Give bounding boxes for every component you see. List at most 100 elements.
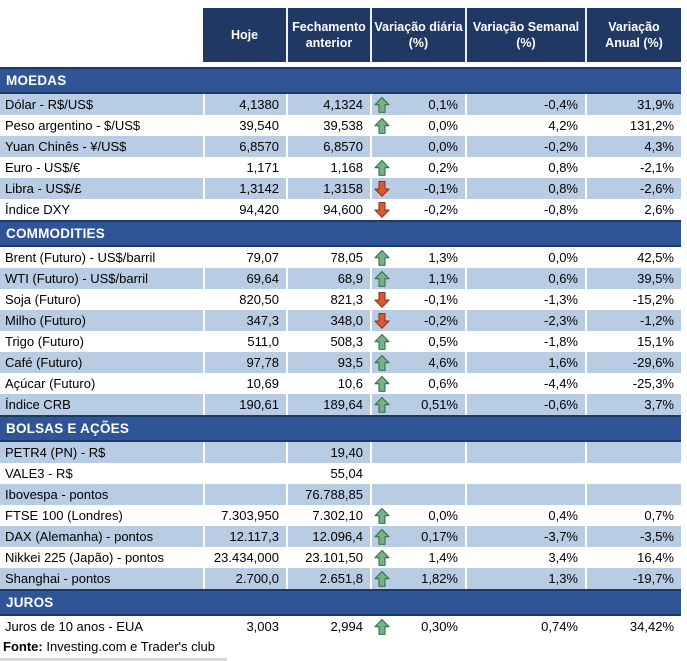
hoje-value: 1,171: [203, 157, 286, 178]
hoje-value: 511,0: [203, 331, 286, 352]
hoje-value: 3,003: [203, 616, 286, 637]
instrument-label: VALE3 - R$: [5, 466, 73, 481]
variacao-anual-value: 2,6%: [585, 199, 681, 220]
up-arrow-icon: [374, 354, 390, 371]
variacao-anual-value: -1,2%: [585, 310, 681, 331]
variacao-diaria-cell: 1,1%: [370, 268, 465, 289]
variacao-diaria-cell: -0,1%: [370, 289, 465, 310]
variacao-semanal-value: 1,6%: [465, 352, 585, 373]
variacao-diaria-cell: 0,5%: [370, 331, 465, 352]
instrument-label: FTSE 100 (Londres): [5, 508, 123, 523]
fechamento-anterior-value: 4,1324: [286, 94, 370, 115]
variacao-diaria-value: -0,2%: [424, 313, 458, 328]
column-header-hoje: Hoje: [203, 8, 286, 62]
down-arrow-icon: [374, 291, 390, 308]
section-header: COMMODITIES: [0, 220, 681, 247]
table-row: Shanghai - pontos 2.700,0 2.651,8 1,82% 1,3%…: [0, 568, 681, 589]
fechamento-anterior-value: 7.302,10: [286, 505, 370, 526]
fechamento-anterior-value: 19,40: [286, 442, 370, 463]
fechamento-anterior-value: 12.096,4: [286, 526, 370, 547]
fechamento-anterior-value: 348,0: [286, 310, 370, 331]
variacao-diaria-cell: 1,3%: [370, 247, 465, 268]
variacao-diaria-cell: 0,51%: [370, 394, 465, 415]
variacao-anual-value: -25,3%: [585, 373, 681, 394]
instrument-label: Ibovespa - pontos: [5, 487, 109, 502]
table-row: Milho (Futuro) 347,3 348,0 -0,2% -2,3% -1,2%: [0, 310, 681, 331]
column-header-fechamento-anterior: Fechamento anterior: [286, 8, 370, 62]
table-row: DAX (Alemanha) - pontos 12.117,3 12.096,4 0…: [0, 526, 681, 547]
variacao-semanal-value: -0,8%: [465, 199, 585, 220]
table-row: Açúcar (Futuro) 10,69 10,6 0,6% -4,4% -25,3%: [0, 373, 681, 394]
fechamento-anterior-value: 1,168: [286, 157, 370, 178]
table-row: WTI (Futuro) - US$/barril 69,64 68,9 1,1% 0,…: [0, 268, 681, 289]
variacao-semanal-value: -2,3%: [465, 310, 585, 331]
table-row: Peso argentino - $/US$ 39,540 39,538 0,0% 4,…: [0, 115, 681, 136]
variacao-diaria-value: 0,0%: [428, 118, 458, 133]
variacao-semanal-value: 1,3%: [465, 568, 585, 589]
variacao-diaria-value: 0,17%: [421, 529, 458, 544]
variacao-diaria-cell: -0,2%: [370, 310, 465, 331]
hoje-value: 190,61: [203, 394, 286, 415]
variacao-semanal-value: -4,4%: [465, 373, 585, 394]
fechamento-anterior-value: 1,3158: [286, 178, 370, 199]
hoje-value: 4,1380: [203, 94, 286, 115]
variacao-diaria-value: 0,0%: [428, 508, 458, 523]
table-row: PETR4 (PN) - R$ 19,40: [0, 442, 681, 463]
hoje-value: 12.117,3: [203, 526, 286, 547]
instrument-label: Peso argentino - $/US$: [5, 118, 141, 133]
instrument-label: Shanghai - pontos: [5, 571, 111, 586]
variacao-diaria-value: 0,30%: [421, 619, 458, 634]
variacao-diaria-cell: 0,0%: [370, 505, 465, 526]
source-text: Investing.com e Trader's club: [42, 639, 216, 654]
instrument-label: Índice CRB: [5, 397, 71, 412]
fechamento-anterior-value: 10,6: [286, 373, 370, 394]
variacao-anual-value: 42,5%: [585, 247, 681, 268]
variacao-semanal-value: -3,7%: [465, 526, 585, 547]
table-row: Yuan Chinês - ¥/US$ 6,8570 6,8570 0,0% -0,2%…: [0, 136, 681, 157]
variacao-diaria-cell: 0,1%: [370, 94, 465, 115]
variacao-anual-value: 0,7%: [585, 505, 681, 526]
variacao-anual-value: 4,3%: [585, 136, 681, 157]
fechamento-anterior-value: 23.101,50: [286, 547, 370, 568]
fechamento-anterior-value: 76.788,85: [286, 484, 370, 505]
table-header-row: Hoje Fechamento anterior Variação diária…: [0, 8, 681, 62]
instrument-label: Euro - US$/€: [5, 160, 81, 175]
fechamento-anterior-value: 93,5: [286, 352, 370, 373]
up-arrow-icon: [374, 507, 390, 524]
fechamento-anterior-value: 821,3: [286, 289, 370, 310]
section-header: BOLSAS E AÇÕES: [0, 415, 681, 442]
variacao-anual-value: [585, 463, 681, 484]
fechamento-anterior-value: 78,05: [286, 247, 370, 268]
hoje-value: 69,64: [203, 268, 286, 289]
variacao-diaria-cell: 0,30%: [370, 616, 465, 637]
up-arrow-icon: [374, 249, 390, 266]
instrument-label: Soja (Futuro): [5, 292, 81, 307]
instrument-label: Trigo (Futuro): [5, 334, 84, 349]
variacao-anual-value: -19,7%: [585, 568, 681, 589]
table-body: MOEDAS Dólar - R$/US$ 4,1380 4,1324 0,1% -0,4…: [0, 67, 687, 637]
variacao-anual-value: 15,1%: [585, 331, 681, 352]
fechamento-anterior-value: 2.651,8: [286, 568, 370, 589]
variacao-diaria-value: 4,6%: [428, 355, 458, 370]
variacao-semanal-value: 0,8%: [465, 178, 585, 199]
variacao-anual-value: 16,4%: [585, 547, 681, 568]
variacao-anual-value: -15,2%: [585, 289, 681, 310]
variacao-diaria-value: 0,0%: [428, 139, 458, 154]
variacao-diaria-cell: [370, 442, 465, 463]
header-blank-cell: [0, 8, 203, 62]
variacao-diaria-cell: 4,6%: [370, 352, 465, 373]
hoje-value: [203, 442, 286, 463]
hoje-value: 39,540: [203, 115, 286, 136]
variacao-semanal-value: 0,6%: [465, 268, 585, 289]
variacao-anual-value: -2,6%: [585, 178, 681, 199]
variacao-diaria-cell: -0,1%: [370, 178, 465, 199]
column-header-variacao-diaria: Variação diária (%): [370, 8, 465, 62]
down-arrow-icon: [374, 180, 390, 197]
variacao-diaria-value: 1,82%: [421, 571, 458, 586]
variacao-semanal-value: -0,4%: [465, 94, 585, 115]
hoje-value: 820,50: [203, 289, 286, 310]
variacao-anual-value: 31,9%: [585, 94, 681, 115]
table-row: Ibovespa - pontos 76.788,85: [0, 484, 681, 505]
variacao-semanal-value: -1,8%: [465, 331, 585, 352]
variacao-diaria-value: -0,1%: [424, 292, 458, 307]
